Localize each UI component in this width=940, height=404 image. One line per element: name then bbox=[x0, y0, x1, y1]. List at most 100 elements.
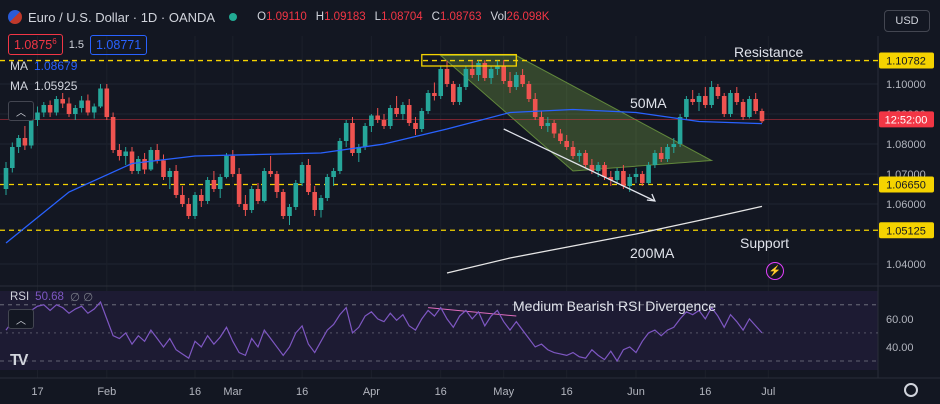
candle-body bbox=[728, 93, 733, 114]
ma200-line bbox=[446, 205, 763, 274]
candle-body bbox=[306, 165, 311, 192]
symbol-title[interactable]: Euro / U.S. Dollar · 1D · OANDA bbox=[28, 9, 216, 25]
candle-body bbox=[41, 105, 47, 113]
price-tick-label: 1.10000 bbox=[886, 79, 926, 91]
currency-selector[interactable]: USD bbox=[884, 10, 930, 32]
candle-body bbox=[703, 96, 708, 105]
candle-body bbox=[3, 168, 9, 189]
annotations: Resistance Support 50MA 200MA Medium Bea… bbox=[513, 44, 803, 314]
price-tag bbox=[879, 52, 934, 69]
candle-body bbox=[28, 120, 34, 146]
candle-body bbox=[369, 115, 374, 126]
lightning-icon[interactable]: ⚡ bbox=[766, 262, 784, 280]
rsi-tick-label: 60.00 bbox=[886, 314, 914, 326]
candle-body bbox=[110, 117, 116, 150]
price-tag-label: 1.05125 bbox=[886, 225, 926, 237]
time-tick-label: 16 bbox=[435, 386, 447, 398]
candle-body bbox=[180, 195, 185, 204]
trade-row: 1.08756 1.5 1.08771 bbox=[8, 34, 148, 56]
tradingview-logo[interactable]: TV bbox=[10, 352, 29, 369]
candle-body bbox=[652, 153, 658, 165]
candle-body bbox=[646, 165, 651, 183]
candle-body bbox=[545, 123, 551, 126]
buy-button[interactable]: 1.08771 bbox=[89, 34, 148, 55]
legend-collapse-button[interactable]: ︿ bbox=[8, 101, 34, 121]
rsi-legend-label: RSI bbox=[10, 291, 30, 303]
candle-body bbox=[532, 99, 538, 117]
candle-body bbox=[249, 189, 254, 210]
candle-body bbox=[621, 171, 626, 186]
resistance-label: Resistance bbox=[734, 44, 803, 60]
time-axis: 17 Feb 16 Mar 16 Apr 16 May 16 Jun 16 Jul bbox=[31, 386, 775, 398]
ohlc-open: 1.09110 bbox=[266, 11, 307, 23]
time-tick-label: Apr bbox=[363, 386, 380, 398]
resistance-box bbox=[421, 53, 517, 67]
ohlc-high: 1.09183 bbox=[324, 11, 366, 23]
candle-body bbox=[85, 100, 91, 113]
candle-body bbox=[558, 133, 563, 141]
candle-body bbox=[262, 171, 267, 201]
ma200-label: 200MA bbox=[630, 245, 675, 261]
rsi-tick-label: 40.00 bbox=[886, 342, 914, 354]
candle-body bbox=[381, 120, 387, 126]
candle-body bbox=[595, 165, 601, 171]
ma200-legend[interactable]: MA 1.05925 bbox=[10, 79, 77, 93]
time-tick-label: 16 bbox=[296, 386, 308, 398]
candle-body bbox=[602, 165, 607, 177]
candle-body bbox=[123, 151, 128, 156]
candle-body bbox=[343, 123, 349, 141]
candle-body bbox=[721, 96, 727, 114]
rsi-legend-value: 50.68 bbox=[35, 291, 64, 303]
time-tick-label: 17 bbox=[31, 386, 43, 398]
ma200-legend-value: 1.05925 bbox=[34, 79, 78, 93]
candle-body bbox=[696, 96, 702, 102]
candle-body bbox=[312, 192, 317, 210]
candle-body bbox=[280, 192, 286, 216]
candle-body bbox=[129, 151, 135, 171]
candle-body bbox=[589, 165, 595, 171]
settings-icon[interactable] bbox=[904, 383, 918, 397]
candle-body bbox=[205, 180, 210, 201]
sell-button[interactable]: 1.08756 bbox=[8, 34, 63, 56]
ma50-legend[interactable]: MA 1.08679 bbox=[10, 59, 77, 73]
candle-body bbox=[230, 156, 236, 174]
candle-body bbox=[469, 69, 475, 75]
candle-body bbox=[104, 88, 110, 117]
candle-body bbox=[60, 99, 65, 104]
rsi-line bbox=[5, 300, 763, 363]
candle-body bbox=[217, 177, 223, 189]
candle-body bbox=[161, 160, 166, 177]
candle-body bbox=[614, 171, 620, 180]
candle-body bbox=[154, 150, 160, 161]
candle-body bbox=[148, 150, 154, 170]
time-tick-label: 16 bbox=[189, 386, 201, 398]
rsi-collapse-button[interactable]: ︿ bbox=[8, 309, 34, 329]
candle-body bbox=[192, 195, 198, 216]
time-tick-label: Jul bbox=[761, 386, 775, 398]
candle-body bbox=[684, 99, 689, 117]
candle-body bbox=[551, 123, 557, 134]
candle-body bbox=[73, 108, 78, 114]
candle-body bbox=[325, 177, 330, 198]
candle-body bbox=[318, 198, 324, 210]
live-dot-icon bbox=[229, 13, 238, 21]
candles bbox=[3, 60, 765, 225]
rsi-legend[interactable]: RSI 50.68 ∅ ∅ bbox=[10, 290, 93, 304]
ohlc-volume-key: Vol bbox=[490, 11, 507, 23]
candle-body bbox=[451, 84, 456, 102]
moving-averages bbox=[5, 108, 763, 274]
candle-body bbox=[394, 108, 399, 114]
candle-body bbox=[633, 174, 639, 177]
candle-body bbox=[476, 63, 481, 75]
candle-body bbox=[520, 75, 525, 84]
ohlc-values: O1.09110 H1.09183 L1.08704 C1.08763 Vol2… bbox=[257, 11, 549, 23]
ohlc-close-key: C bbox=[431, 11, 440, 23]
chevron-up-icon: ︿ bbox=[16, 107, 26, 119]
candle-body bbox=[331, 171, 336, 177]
candle-body bbox=[501, 66, 506, 81]
ohlc-low-key: L bbox=[374, 11, 382, 23]
candle-body bbox=[35, 112, 40, 120]
price-tag bbox=[879, 222, 934, 239]
candle-body bbox=[66, 103, 72, 114]
chevron-up-icon: ︿ bbox=[16, 315, 26, 327]
